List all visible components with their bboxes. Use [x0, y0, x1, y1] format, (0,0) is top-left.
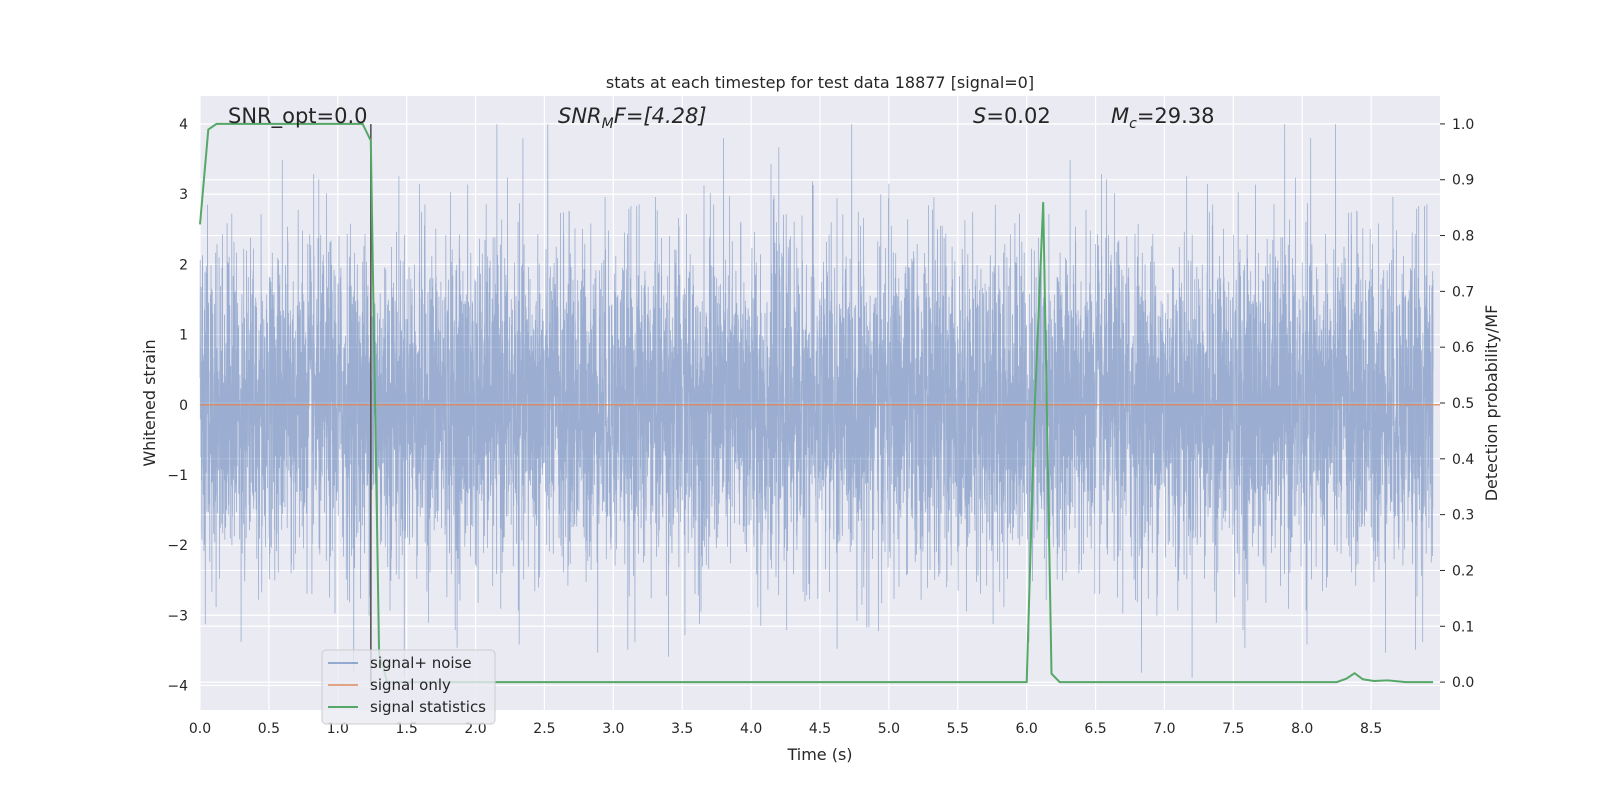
x-tick-label: 0.0: [189, 721, 211, 737]
legend-label-noise: signal+ noise: [370, 654, 472, 672]
y-tick-label-right: 0.4: [1452, 452, 1474, 468]
legend-label-stats: signal statistics: [370, 698, 486, 716]
y-tick-label-right: 0.9: [1452, 173, 1474, 189]
x-tick-label: 6.0: [1016, 721, 1038, 737]
annotation-s: S=0.02: [973, 104, 1051, 128]
x-tick-label: 4.0: [740, 721, 762, 737]
y-tick-label-left: −4: [167, 678, 188, 694]
y-tick-label-left: 1: [179, 328, 188, 344]
x-tick-label: 2.5: [533, 721, 555, 737]
x-tick-label: 8.5: [1360, 721, 1382, 737]
y-tick-label-left: 2: [179, 257, 188, 273]
annotation-snr-opt: SNR_opt=0.0: [228, 104, 368, 129]
y-tick-label-left: 4: [179, 117, 188, 133]
y-tick-label-right: 0.1: [1452, 619, 1474, 635]
series-signal-statistics: [199, 122, 1434, 684]
x-axis-label: Time (s): [786, 745, 852, 764]
x-tick-label: 0.5: [258, 721, 280, 737]
stats-trace: [199, 122, 1434, 684]
x-tick-label: 7.0: [1153, 721, 1175, 737]
y-tick-label-right: 0.6: [1452, 340, 1474, 356]
y-tick-label-right: 0.8: [1452, 229, 1474, 245]
y-axis-label-right: Detection probability/MF: [1482, 305, 1501, 502]
y-tick-label-left: 0: [179, 398, 188, 414]
y-axis-label-left: Whitened strain: [140, 339, 159, 466]
x-tick-label: 3.0: [602, 721, 624, 737]
x-tick-label: 2.0: [464, 721, 486, 737]
x-tick-label: 3.5: [671, 721, 693, 737]
y-tick-label-left: −3: [167, 608, 188, 624]
y-tick-label-right: 0.5: [1452, 396, 1474, 412]
y-tick-label-right: 0.7: [1452, 284, 1474, 300]
noise-trace: [199, 124, 1434, 678]
chart-title: stats at each timestep for test data 188…: [606, 73, 1034, 92]
y-tick-label-right: 0.3: [1452, 508, 1474, 524]
y-tick-label-left: −1: [167, 468, 188, 484]
y-tick-label-right: 1.0: [1452, 117, 1474, 133]
x-tick-label: 8.0: [1291, 721, 1313, 737]
legend-box: [321, 649, 496, 725]
x-tick-label: 4.5: [809, 721, 831, 737]
x-tick-label: 5.5: [947, 721, 969, 737]
legend: signal+ noise signal only signal statist…: [321, 649, 496, 725]
x-tick-label: 5.0: [878, 721, 900, 737]
ticks: 0.0 0.5 1.0 1.5 2.0 2.5 3.0 3.5 4.0 4.5 5.0 5.5 6.0 6…: [167, 117, 1474, 737]
x-tick-label: 1.0: [327, 721, 349, 737]
x-tick-label: 7.5: [1222, 721, 1244, 737]
y-tick-label-left: −2: [167, 538, 188, 554]
y-tick-label-right: 0.2: [1452, 563, 1474, 579]
legend-label-signal: signal only: [370, 676, 451, 694]
annotation-mc: Mc=29.38: [1111, 104, 1215, 132]
x-tick-label: 1.5: [396, 721, 418, 737]
x-tick-label: 6.5: [1084, 721, 1106, 737]
y-tick-label-left: 3: [179, 187, 188, 203]
series-signal-plus-noise: [199, 124, 1434, 678]
y-tick-label-right: 0.0: [1452, 675, 1474, 691]
annotation-snr-mf: SNRMF=[4.28]: [558, 104, 707, 132]
